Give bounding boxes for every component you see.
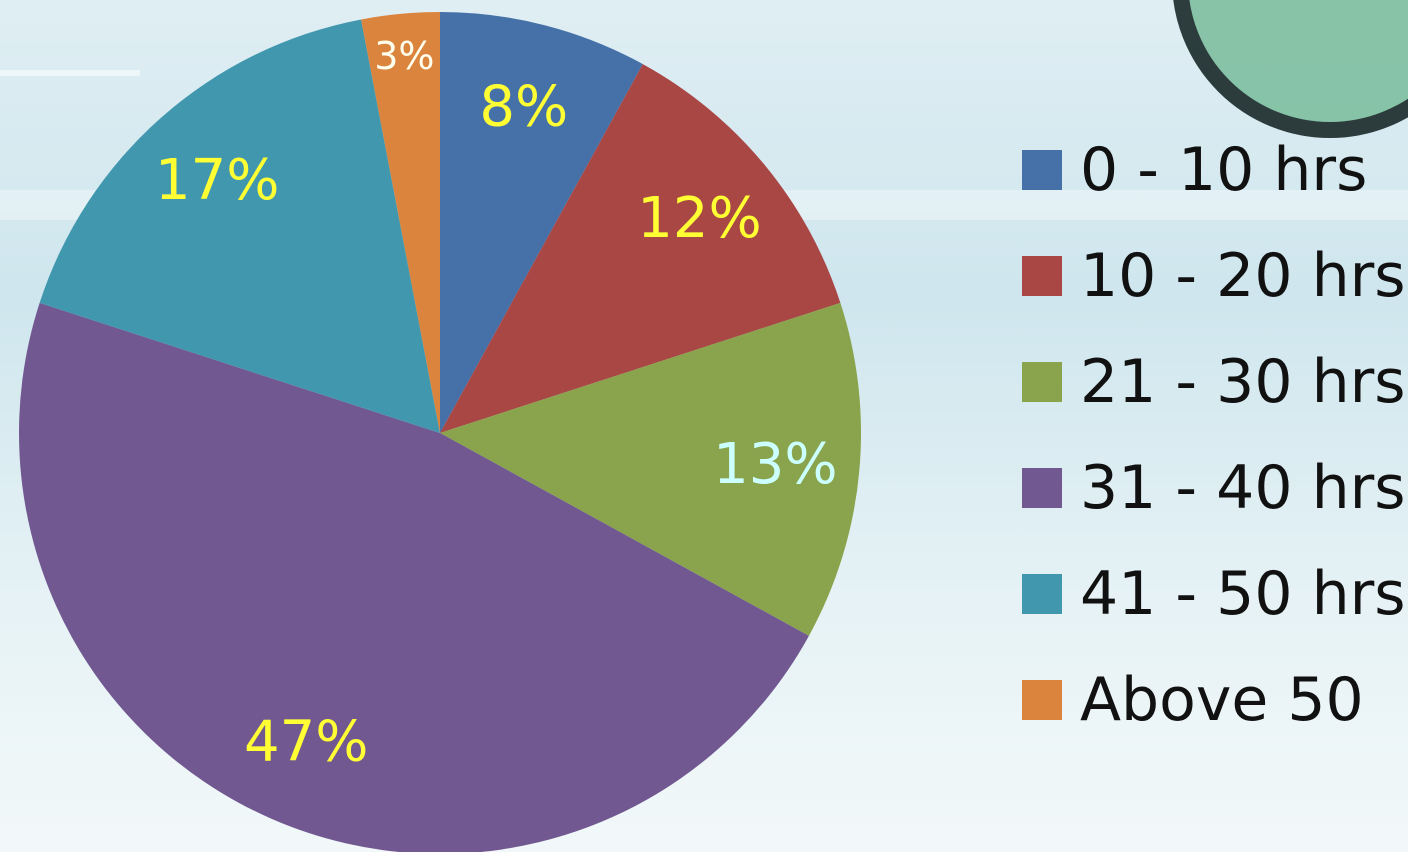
data-label: 47% xyxy=(244,710,368,775)
data-label: 12% xyxy=(637,186,761,251)
chart: 8% 12% 13% 47% 17% 3% 0 - 10 hrs 10 - 20 hrs 21… xyxy=(0,0,1408,852)
legend-label: Above 50 xyxy=(1080,665,1364,735)
legend-label: 21 - 30 hrs xyxy=(1080,347,1406,417)
legend-swatch xyxy=(1022,468,1062,508)
data-label: 8% xyxy=(479,74,568,139)
data-label: 17% xyxy=(155,148,279,213)
legend-swatch xyxy=(1022,362,1062,402)
data-label: 3% xyxy=(374,34,434,78)
legend-label: 41 - 50 hrs xyxy=(1080,559,1406,629)
legend-swatch xyxy=(1022,256,1062,296)
legend-swatch xyxy=(1022,574,1062,614)
data-label: 13% xyxy=(713,432,837,497)
legend-label: 10 - 20 hrs xyxy=(1080,241,1406,311)
pie: 8% 12% 13% 47% 17% 3% xyxy=(19,12,861,852)
legend-swatch xyxy=(1022,150,1062,190)
legend: 0 - 10 hrs 10 - 20 hrs 21 - 30 hrs 31 - 40 … xyxy=(1022,135,1406,735)
page: 8% 12% 13% 47% 17% 3% 0 - 10 hrs 10 - 20 hrs 21… xyxy=(0,0,1408,852)
legend-label: 31 - 40 hrs xyxy=(1080,453,1406,523)
legend-label: 0 - 10 hrs xyxy=(1080,135,1367,205)
legend-swatch xyxy=(1022,680,1062,720)
